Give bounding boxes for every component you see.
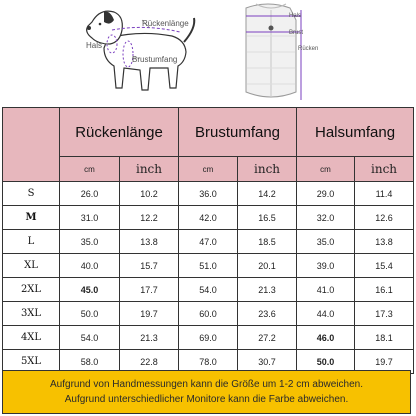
table-header-row: Rückenlänge Brustumfang Halsumfang — [2, 107, 415, 182]
neck-inch: 18.1 — [354, 325, 415, 350]
chest-inch: 20.1 — [236, 253, 298, 278]
vest-diagram-icon — [245, 3, 302, 100]
neck-cm: 41.0 — [296, 277, 356, 302]
chest-cm: 60.0 — [178, 301, 238, 326]
neck-inch: 15.4 — [354, 253, 415, 278]
unit-inch: inch — [119, 156, 179, 182]
chest-inch: 16.5 — [236, 205, 298, 230]
note-line-color: Aufgrund unterschiedlicher Monitore kann… — [64, 394, 349, 405]
header-chest: Brustumfang — [177, 107, 298, 157]
note-line-measurement: Aufgrund von Handmessungen kann die Größ… — [50, 379, 363, 390]
dog-diagram-icon — [86, 10, 196, 91]
neck-inch: 13.8 — [354, 229, 415, 254]
table-row: 4XL 54.0 21.3 69.0 27.2 46.0 18.1 — [2, 325, 415, 350]
neck-inch: 16.1 — [354, 277, 415, 302]
neck-cm: 32.0 — [296, 205, 356, 230]
chest-inch: 18.5 — [236, 229, 298, 254]
size-label: 4XL — [2, 325, 60, 350]
table-row: 2XL 45.0 17.7 54.0 21.3 41.0 16.1 — [2, 277, 415, 302]
chest-inch: 27.2 — [236, 325, 298, 350]
size-label: 2XL — [2, 277, 60, 302]
disclaimer-note: Aufgrund von Handmessungen kann die Größ… — [2, 370, 411, 414]
chest-cm: 78.0 — [178, 349, 238, 374]
size-table: Rückenlänge Brustumfang Halsumfang cm in… — [2, 107, 415, 374]
back-cm: 26.0 — [59, 181, 120, 206]
table-row: 3XL 50.0 19.7 60.0 23.6 44.0 17.3 — [2, 301, 415, 326]
unit-inch: inch — [354, 156, 415, 182]
back-cm: 45.0 — [59, 277, 120, 302]
unit-cm: cm — [59, 156, 120, 182]
header-back-length: Rückenlänge — [59, 107, 179, 157]
dog-label-neck: Hals — [86, 41, 102, 50]
size-label: S — [2, 181, 60, 206]
table-units-row: cm inch cm inch cm inch — [3, 156, 415, 182]
vest-label-chest: Brust — [289, 30, 303, 36]
size-label: XL — [2, 253, 60, 278]
table-row: M 31.0 12.2 42.0 16.5 32.0 12.6 — [2, 205, 415, 230]
neck-inch: 17.3 — [354, 301, 415, 326]
chest-cm: 69.0 — [178, 325, 238, 350]
neck-cm: 44.0 — [296, 301, 356, 326]
unit-cm: cm — [178, 156, 238, 182]
size-label: L — [2, 229, 60, 254]
back-inch: 17.7 — [119, 277, 179, 302]
measurement-illustration: Rückenlänge Hals Brustumfang Hals Brust … — [0, 0, 416, 106]
neck-inch: 19.7 — [354, 349, 415, 374]
back-inch: 13.8 — [119, 229, 179, 254]
back-cm: 58.0 — [59, 349, 120, 374]
vest-label-back: Rücken — [298, 46, 318, 52]
back-inch: 21.3 — [119, 325, 179, 350]
table-row: 5XL 58.0 22.8 78.0 30.7 50.0 19.7 — [2, 349, 415, 374]
chest-inch: 30.7 — [236, 349, 298, 374]
table-row: XL 40.0 15.7 51.0 20.1 39.0 15.4 — [2, 253, 415, 278]
chest-inch: 14.2 — [236, 181, 298, 206]
neck-cm: 35.0 — [296, 229, 356, 254]
back-inch: 12.2 — [119, 205, 179, 230]
vest-label-neck: Hals — [289, 13, 301, 19]
unit-cm: cm — [296, 156, 356, 182]
back-cm: 50.0 — [59, 301, 120, 326]
back-cm: 40.0 — [59, 253, 120, 278]
back-cm: 54.0 — [59, 325, 120, 350]
back-inch: 19.7 — [119, 301, 179, 326]
size-label: 5XL — [2, 349, 60, 374]
dog-label-back: Rückenlänge — [142, 19, 189, 28]
header-empty — [2, 107, 60, 182]
neck-inch: 11.4 — [354, 181, 415, 206]
neck-inch: 12.6 — [354, 205, 415, 230]
neck-cm: 50.0 — [296, 349, 356, 374]
neck-cm: 46.0 — [296, 325, 356, 350]
chest-cm: 36.0 — [178, 181, 238, 206]
size-label: 3XL — [2, 301, 60, 326]
table-row: S 26.0 10.2 36.0 14.2 29.0 11.4 — [2, 181, 415, 206]
chest-cm: 51.0 — [178, 253, 238, 278]
chest-inch: 21.3 — [236, 277, 298, 302]
chest-cm: 54.0 — [178, 277, 238, 302]
table-row: L 35.0 13.8 47.0 18.5 35.0 13.8 — [2, 229, 415, 254]
back-inch: 15.7 — [119, 253, 179, 278]
chest-inch: 23.6 — [236, 301, 298, 326]
chest-cm: 42.0 — [178, 205, 238, 230]
neck-cm: 39.0 — [296, 253, 356, 278]
neck-cm: 29.0 — [296, 181, 356, 206]
unit-inch: inch — [236, 156, 298, 182]
back-cm: 31.0 — [59, 205, 120, 230]
chest-cm: 47.0 — [178, 229, 238, 254]
back-inch: 10.2 — [119, 181, 179, 206]
header-neck: Halsumfang — [296, 107, 415, 157]
back-cm: 35.0 — [59, 229, 120, 254]
dog-label-chest: Brustumfang — [132, 55, 177, 64]
size-label: M — [2, 205, 60, 230]
